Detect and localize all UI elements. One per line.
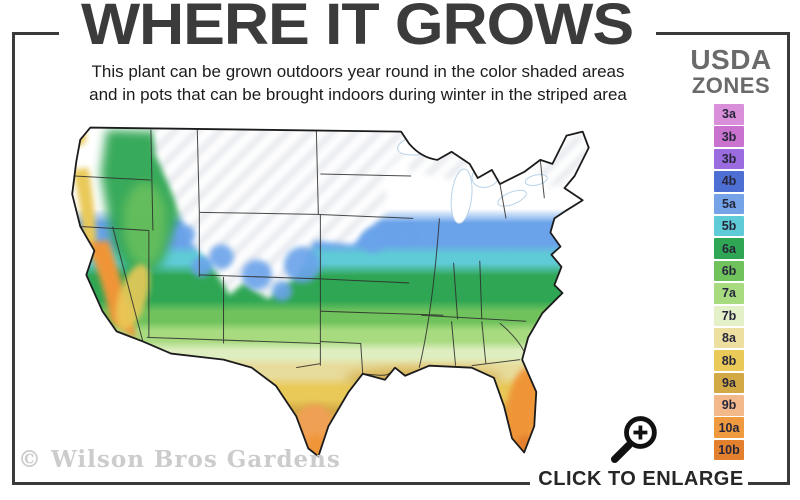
usa-outline (71, 126, 590, 458)
usda-zones-legend-title: USDA ZONES (684, 46, 778, 98)
legend-zone-chip-10a: 10a (714, 417, 744, 438)
legend-zone-chip-6b: 6b (714, 260, 744, 282)
west-light-green-region (122, 182, 168, 267)
frame-border-right (787, 32, 790, 485)
mountain-blue-patches (177, 224, 414, 302)
usa-zone-map-svg[interactable] (50, 112, 620, 468)
frame-border-bottom-left (12, 482, 530, 485)
legend-zone-chip-3a: 3a (714, 104, 744, 125)
legend-zone-chip-7a: 7a (714, 283, 744, 304)
legend-title-usda: USDA (690, 44, 772, 75)
frame-border-top-right (656, 32, 790, 35)
subtitle-line-2: and in pots that can be brought indoors … (89, 85, 627, 105)
subtitle-line-1: This plant can be grown outdoors year ro… (91, 62, 625, 81)
legend-zone-chip-8b: 8b (714, 350, 744, 371)
page-title: WHERE IT GROWS (80, 0, 634, 57)
state-borders (74, 129, 545, 395)
legend-zone-list: 3a 3b 3b 4b 5a 5b 6a 6b 7a 7b 8a 8b 9a 9b 10a 10b (714, 104, 744, 462)
legend-title-zones: ZONES (691, 73, 771, 98)
legend-zone-chip-10b: 10b (714, 439, 744, 461)
legend-zone-chip-9b: 9b (714, 395, 744, 416)
frame-border-left (12, 32, 15, 485)
magnifier-plus-icon[interactable] (604, 410, 664, 470)
frame-border-bottom-right (748, 482, 790, 485)
oregon-coast-gold (72, 167, 97, 257)
click-to-enlarge-button[interactable]: CLICK TO ENLARGE (538, 468, 744, 490)
legend-zone-chip-7b: 7b (714, 305, 744, 327)
watermark: © Wilson Bros Gardens (18, 446, 341, 473)
legend-zone-chip-8a: 8a (714, 327, 744, 349)
legend-zone-chip-6a: 6a (714, 238, 744, 259)
subtitle: This plant can be grown outdoors year ro… (20, 60, 696, 107)
legend-zone-chip-9a: 9a (714, 372, 744, 394)
frame-border-top-left (12, 32, 59, 35)
legend-zone-chip-5b: 5b (714, 215, 744, 237)
legend-zone-chip-3b: 3b (714, 126, 744, 147)
washington-coast-gold (72, 129, 87, 146)
usa-zone-map[interactable] (50, 112, 620, 468)
california-gold (115, 264, 150, 330)
legend-zone-chip-3b: 3b (714, 148, 744, 170)
legend-zone-chip-4b: 4b (714, 171, 744, 192)
florida-orange (505, 368, 540, 453)
legend-zone-chip-5a: 5a (714, 193, 744, 215)
